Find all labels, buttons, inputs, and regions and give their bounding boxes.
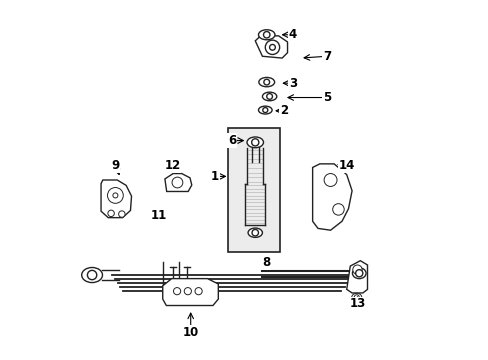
Circle shape [352,265,362,274]
Text: 9: 9 [111,159,119,172]
Text: 10: 10 [182,326,199,339]
Circle shape [355,270,362,277]
Circle shape [264,79,269,85]
Text: 6: 6 [227,134,236,147]
Circle shape [87,270,97,280]
Circle shape [184,288,191,295]
Ellipse shape [246,137,263,148]
Ellipse shape [351,293,361,301]
Ellipse shape [258,77,274,87]
Polygon shape [346,261,367,293]
Ellipse shape [258,30,274,40]
Text: 12: 12 [164,159,181,172]
Polygon shape [312,164,351,230]
Circle shape [353,295,359,300]
Polygon shape [164,174,191,192]
Circle shape [113,193,118,198]
Circle shape [251,139,258,146]
Bar [228,128,280,252]
Ellipse shape [258,106,271,114]
Ellipse shape [352,268,366,279]
Text: 14: 14 [338,159,354,172]
Circle shape [108,210,114,217]
Circle shape [262,108,267,113]
Text: 2: 2 [279,104,287,117]
Polygon shape [255,36,287,58]
Circle shape [251,229,258,236]
Circle shape [107,188,123,203]
Circle shape [119,211,125,217]
Circle shape [265,40,279,54]
Circle shape [332,204,344,215]
Text: 7: 7 [322,50,330,63]
Text: 11: 11 [150,210,166,222]
Text: 13: 13 [348,297,365,310]
Circle shape [172,177,183,188]
Ellipse shape [81,267,102,283]
Circle shape [266,94,272,99]
Circle shape [195,288,202,295]
Polygon shape [101,180,131,218]
Text: 5: 5 [322,91,330,104]
Ellipse shape [247,228,262,237]
Circle shape [324,174,336,186]
Text: 8: 8 [262,256,269,269]
Circle shape [263,32,269,38]
Text: 1: 1 [211,170,219,183]
Text: 3: 3 [288,77,296,90]
Circle shape [269,44,275,50]
Text: 4: 4 [288,28,296,41]
Ellipse shape [262,92,276,101]
Polygon shape [163,279,218,306]
Circle shape [173,288,180,295]
